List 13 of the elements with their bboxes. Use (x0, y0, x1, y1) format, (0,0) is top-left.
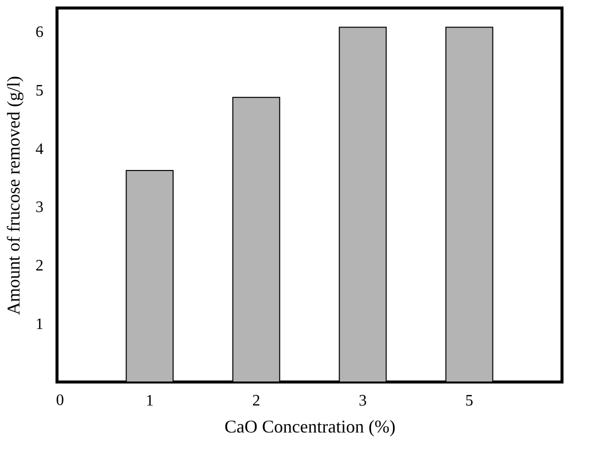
y-tick-label: 4 (36, 140, 44, 158)
y-tick-label: 5 (36, 82, 44, 100)
y-tick-label: 6 (36, 24, 44, 41)
y-tick-label: 1 (36, 316, 44, 334)
y-axis-title: Amount of frucose removed (g/l) (4, 76, 24, 315)
x-axis-title: CaO Concentration (%) (224, 416, 396, 436)
y-tick-label: 2 (36, 258, 44, 275)
x-tick-label: 2 (252, 392, 260, 410)
x-tick-label: 5 (465, 392, 474, 410)
x-tick-label: 3 (358, 392, 367, 410)
text: 0 (56, 392, 64, 409)
x-tick-label: 1 (146, 392, 154, 410)
y-tick-label: 3 (36, 199, 44, 216)
